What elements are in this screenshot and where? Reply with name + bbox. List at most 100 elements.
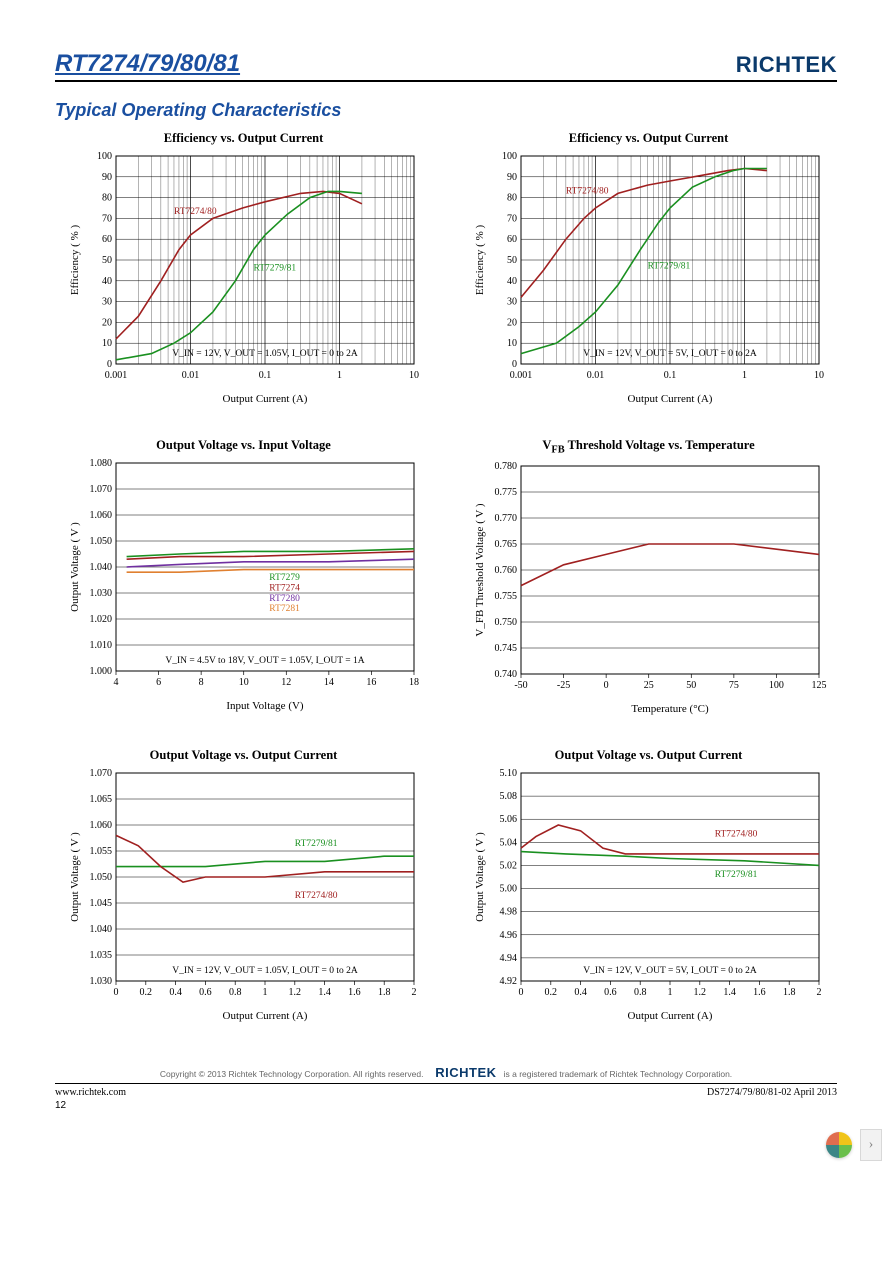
svg-text:50: 50 (507, 255, 517, 266)
svg-text:1.055: 1.055 (89, 846, 112, 857)
svg-text:0.765: 0.765 (494, 539, 517, 550)
svg-text:1.070: 1.070 (89, 484, 112, 495)
svg-text:1.045: 1.045 (89, 898, 112, 909)
svg-text:50: 50 (102, 255, 112, 266)
svg-text:1.080: 1.080 (89, 458, 112, 469)
svg-text:10: 10 (409, 370, 419, 381)
svg-text:4: 4 (113, 677, 118, 688)
svg-text:25: 25 (643, 680, 653, 691)
svg-text:0: 0 (518, 987, 523, 998)
svg-text:10: 10 (102, 338, 112, 349)
svg-text:RT7274/80: RT7274/80 (173, 207, 216, 217)
charts-grid: Efficiency vs. Output Current01020304050… (55, 131, 837, 1025)
svg-text:0: 0 (512, 359, 517, 370)
chart-c1: Efficiency vs. Output Current01020304050… (55, 131, 432, 408)
svg-text:18: 18 (409, 677, 419, 688)
svg-text:1.2: 1.2 (693, 987, 706, 998)
chart-title: Output Voltage vs. Input Voltage (55, 438, 432, 453)
svg-text:1.035: 1.035 (89, 950, 112, 961)
svg-text:90: 90 (102, 172, 112, 183)
svg-text:V_IN = 12V, V_OUT = 5V, I_OUT: V_IN = 12V, V_OUT = 5V, I_OUT = 0 to 2A (583, 349, 757, 359)
footer-brand-logo: RICHTEK (435, 1065, 496, 1080)
svg-text:1.050: 1.050 (89, 872, 112, 883)
svg-text:Efficiency ( % ): Efficiency ( % ) (69, 224, 81, 295)
svg-text:RT7279/81: RT7279/81 (647, 261, 690, 271)
svg-text:V_IN = 4.5V to 18V, V_OUT = 1.: V_IN = 4.5V to 18V, V_OUT = 1.05V, I_OUT… (165, 656, 364, 666)
page-number: 12 (55, 1100, 837, 1111)
footer-trademark-note: is a registered trademark of Richtek Tec… (504, 1069, 733, 1079)
svg-text:10: 10 (238, 677, 248, 688)
svg-text:Output Current (A): Output Current (A) (627, 393, 712, 405)
svg-text:0.2: 0.2 (544, 987, 557, 998)
svg-text:1.8: 1.8 (377, 987, 390, 998)
svg-text:1.065: 1.065 (89, 794, 112, 805)
footer-docref: DS7274/79/80/81-02 April 2013 (707, 1087, 837, 1098)
svg-text:30: 30 (507, 297, 517, 308)
svg-text:0.001: 0.001 (509, 370, 532, 381)
svg-text:1: 1 (262, 987, 267, 998)
svg-text:60: 60 (102, 234, 112, 245)
chart-c4: VFB Threshold Voltage vs. Temperature 0.7… (460, 438, 837, 718)
svg-text:1.020: 1.020 (89, 614, 112, 625)
svg-text:40: 40 (102, 276, 112, 287)
svg-text:50: 50 (686, 680, 696, 691)
part-number: RT7274/79/80/81 (55, 50, 240, 78)
svg-text:0.6: 0.6 (604, 987, 617, 998)
svg-text:Output Voltage ( V ): Output Voltage ( V ) (69, 831, 81, 921)
svg-text:Output Current (A): Output Current (A) (222, 1010, 307, 1022)
svg-text:16: 16 (366, 677, 376, 688)
svg-text:4.98: 4.98 (499, 906, 517, 917)
svg-text:1.040: 1.040 (89, 924, 112, 935)
svg-text:V_FB Threshold Voltage ( V: V_FB Threshold Voltage ( V ) (474, 503, 486, 636)
svg-text:1.060: 1.060 (89, 820, 112, 831)
svg-text:RT7279/81: RT7279/81 (294, 838, 337, 848)
svg-text:RT7279: RT7279 (269, 573, 300, 583)
svg-text:Output Voltage ( V ): Output Voltage ( V ) (474, 831, 486, 921)
svg-text:125: 125 (811, 680, 826, 691)
page-footer: Copyright © 2013 Richtek Technology Corp… (55, 1065, 837, 1111)
svg-text:10: 10 (507, 338, 517, 349)
pinwheel-icon[interactable] (826, 1132, 852, 1158)
svg-text:0.1: 0.1 (258, 370, 271, 381)
svg-text:0.755: 0.755 (494, 591, 517, 602)
svg-text:0.1: 0.1 (663, 370, 676, 381)
brand-logo: RICHTEK (736, 52, 837, 78)
svg-text:1.8: 1.8 (782, 987, 795, 998)
svg-text:1.4: 1.4 (318, 987, 331, 998)
svg-text:Temperature (°C): Temperature (°C) (631, 703, 709, 715)
svg-text:12: 12 (281, 677, 291, 688)
svg-text:1.000: 1.000 (89, 666, 112, 677)
svg-text:5.00: 5.00 (499, 883, 517, 894)
svg-text:1.040: 1.040 (89, 562, 112, 573)
svg-text:0.760: 0.760 (494, 565, 517, 576)
chart-c6: Output Voltage vs. Output Current4.924.9… (460, 748, 837, 1025)
svg-text:RT7274: RT7274 (269, 583, 300, 593)
svg-text:RT7279/81: RT7279/81 (253, 263, 296, 273)
svg-text:1.010: 1.010 (89, 640, 112, 651)
footer-url: www.richtek.com (55, 1087, 126, 1098)
svg-text:1.050: 1.050 (89, 536, 112, 547)
svg-text:0: 0 (113, 987, 118, 998)
svg-text:1: 1 (742, 370, 747, 381)
chevron-right-icon[interactable]: › (860, 1129, 882, 1161)
footer-trademark-line: Copyright © 2013 Richtek Technology Corp… (55, 1065, 837, 1080)
svg-text:5.04: 5.04 (499, 837, 517, 848)
svg-text:4.96: 4.96 (499, 929, 517, 940)
svg-text:2: 2 (411, 987, 416, 998)
svg-text:1.4: 1.4 (723, 987, 736, 998)
svg-text:2: 2 (816, 987, 821, 998)
svg-text:-50: -50 (514, 680, 527, 691)
svg-text:0.740: 0.740 (494, 669, 517, 680)
svg-text:0.8: 0.8 (633, 987, 646, 998)
svg-text:4.94: 4.94 (499, 952, 517, 963)
svg-text:0.775: 0.775 (494, 487, 517, 498)
svg-text:70: 70 (507, 213, 517, 224)
svg-text:5.10: 5.10 (499, 768, 517, 779)
svg-text:8: 8 (198, 677, 203, 688)
svg-text:5.02: 5.02 (499, 860, 517, 871)
svg-text:20: 20 (102, 317, 112, 328)
svg-text:1.6: 1.6 (348, 987, 361, 998)
chart-title: VFB Threshold Voltage vs. Temperature (460, 438, 837, 456)
chart-title: Output Voltage vs. Output Current (460, 748, 837, 763)
svg-text:Input Voltage (V): Input Voltage (V) (226, 700, 304, 712)
